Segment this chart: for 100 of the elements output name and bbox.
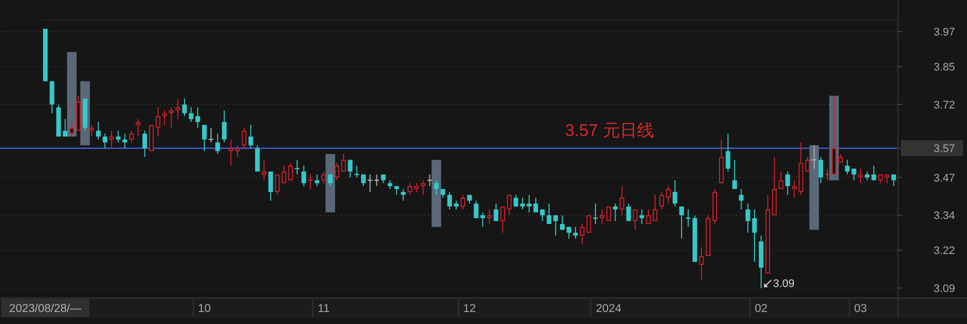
candlestick: [447, 191, 452, 210]
candlestick: [301, 165, 306, 187]
candlestick: [129, 130, 134, 143]
x-tick-label: 03: [854, 303, 867, 315]
y-tick-label: 3.57: [934, 143, 955, 156]
candlestick: [659, 191, 664, 210]
candlestick: [858, 168, 863, 184]
candlestick: [274, 174, 280, 196]
candlestick: [116, 130, 121, 143]
candlestick: [685, 208, 692, 228]
ref-line: 3.57 元日线: [0, 121, 897, 149]
candlestick: [818, 156, 824, 184]
candlestick: [374, 174, 380, 187]
x-tick-label: 02: [754, 303, 768, 315]
candlestick: [533, 197, 538, 213]
candlestick: [494, 203, 498, 222]
candlestick: [268, 171, 273, 202]
x-tick-label: 2024: [596, 303, 622, 315]
candlestick: [142, 130, 148, 158]
candlestick: [334, 162, 340, 181]
bar: [326, 154, 336, 212]
candlestick: [156, 106, 160, 138]
candlestick: [102, 133, 108, 149]
candlestick: [182, 98, 187, 117]
candlestick: [348, 159, 353, 178]
candlestick: [586, 214, 592, 234]
candlestick: [50, 80, 54, 114]
candlestick: [580, 223, 584, 245]
candlestick: [553, 214, 558, 236]
candlestick: [520, 197, 525, 210]
candlestick: [612, 203, 618, 222]
candlestick: [526, 194, 532, 213]
candlestick: [208, 127, 214, 143]
candlestick: [679, 206, 684, 240]
bar: [809, 145, 819, 230]
candlestick: [506, 194, 512, 216]
candlestick: [215, 133, 220, 155]
candlestick: [400, 188, 406, 202]
candlestick: [460, 194, 466, 210]
candlestick: [632, 208, 638, 230]
candlestick: [726, 133, 730, 172]
candlestick: [248, 124, 254, 149]
candlestick: [136, 118, 140, 138]
candlestick: [606, 206, 612, 222]
candlestick: [255, 144, 260, 172]
candlestick: [560, 214, 565, 230]
candlestick: [188, 106, 194, 122]
candlestick: [620, 186, 624, 216]
candlestick: [792, 180, 797, 198]
candlestick: [738, 188, 744, 210]
x-tick-label: 12: [463, 303, 476, 315]
candlestick: [640, 208, 644, 224]
candlestick: [202, 124, 207, 152]
candlestick: [844, 159, 850, 175]
x-tick-label: 2023/08/28/—: [9, 303, 82, 315]
candlestick: [626, 203, 631, 222]
candlestick: [367, 174, 373, 192]
candlestick: [122, 133, 128, 149]
candlestick: [666, 186, 671, 204]
candlestick: [228, 138, 234, 166]
candlestick: [89, 124, 94, 138]
candlestick: [672, 180, 678, 207]
candlestick: [434, 180, 439, 196]
candlestick: [752, 208, 757, 262]
x-tick-label: 11: [318, 303, 330, 315]
candlestick: [168, 106, 174, 128]
candlestick: [778, 171, 784, 190]
candlestick: [308, 174, 314, 190]
candlestick: [62, 118, 68, 138]
candlestick: [487, 208, 492, 224]
candlestick: [480, 212, 486, 228]
candlestick: [321, 171, 326, 184]
candlestick: [195, 106, 200, 128]
bar: [67, 52, 77, 137]
candlestick: [262, 159, 266, 181]
candlestick: [288, 162, 293, 181]
candlestick: [805, 156, 810, 172]
candlestick: [746, 203, 750, 234]
candlestick: [222, 110, 227, 143]
candlestick: [176, 98, 180, 120]
candlestick: [96, 121, 101, 140]
candlestick: [592, 203, 598, 224]
candlestick: [162, 110, 167, 126]
candlestick: [871, 165, 876, 181]
ref-line-label: 3.57 元日线: [565, 121, 654, 140]
candlestick: [785, 171, 790, 196]
candlestick: [732, 159, 737, 190]
bar: [432, 160, 442, 227]
candlestick: [852, 168, 856, 181]
candlestick: [282, 165, 286, 184]
x-tick-label: 10: [198, 303, 211, 315]
candlestick: [500, 206, 505, 234]
candlestick: [235, 144, 240, 158]
candlestick: [573, 226, 578, 240]
candlestick: [314, 174, 320, 187]
candlestick: [652, 194, 658, 222]
candlestick: [699, 246, 704, 280]
candlestick: [546, 203, 552, 224]
candlestick: [420, 180, 426, 196]
candlestick: [70, 121, 74, 138]
